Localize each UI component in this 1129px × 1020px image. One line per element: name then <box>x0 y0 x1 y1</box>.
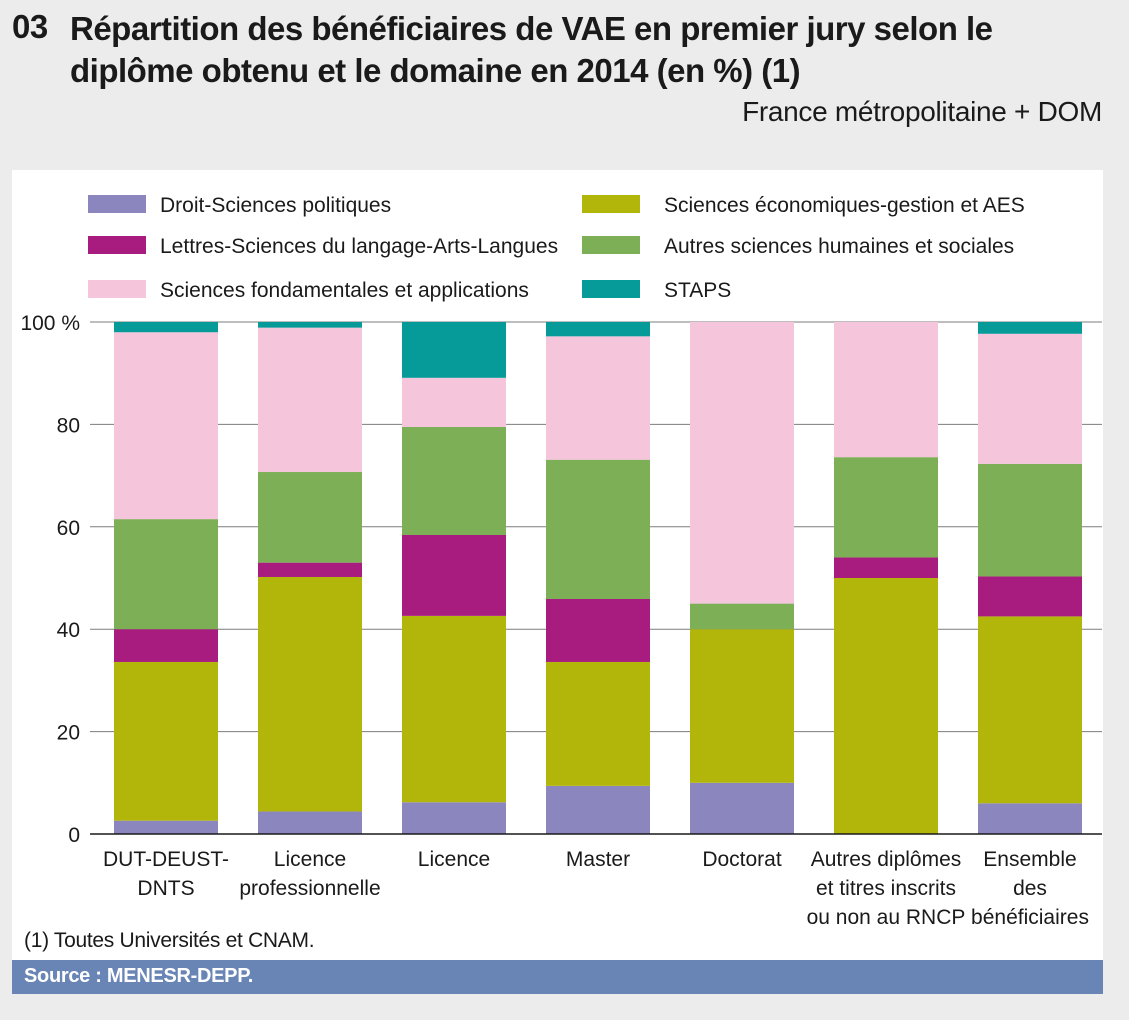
bar-segment <box>114 519 218 630</box>
legend: Droit-Sciences politiques Sciences économ… <box>88 194 1025 302</box>
bar-segment <box>546 598 650 662</box>
x-tick-label: et titres inscrits <box>816 877 956 900</box>
bar-segment <box>114 332 218 520</box>
bar-segment <box>114 322 218 333</box>
bar-segment <box>690 629 794 783</box>
figure-number: 03 <box>12 8 48 45</box>
x-tick-label: des <box>1013 877 1047 900</box>
bar-segment <box>258 562 362 577</box>
chart-title: Répartition des bénéficiaires de VAE en … <box>70 10 993 89</box>
bar-segment <box>834 457 938 558</box>
bar-segment <box>546 336 650 460</box>
y-tick-label: 80 <box>57 414 80 437</box>
legend-label: Autres sciences humaines et sociales <box>664 235 1014 258</box>
legend-swatch <box>582 195 640 213</box>
x-tick-label: Master <box>566 848 630 871</box>
bar-segment <box>402 426 506 535</box>
axis-layer: 0 20 40 60 80 100 % DUT-DEUST- DNTS Licence profe… <box>20 312 1102 929</box>
bar-segment <box>978 616 1082 804</box>
legend-label: Sciences économiques-gestion et AES <box>664 194 1025 217</box>
x-tick-label: ou non au RNCP <box>807 906 966 929</box>
legend-swatch <box>88 280 146 298</box>
bar-segment <box>258 322 362 328</box>
x-tick-label: bénéficiaires <box>971 906 1089 929</box>
x-tick-label: Doctorat <box>702 848 782 871</box>
y-tick-label: 20 <box>57 722 80 745</box>
chart-subtitle: France métropolitaine + DOM <box>742 96 1102 127</box>
bar-segment <box>978 463 1082 577</box>
footnote: (1) Toutes Universités et CNAM. <box>24 929 315 952</box>
bar-segment <box>690 603 794 630</box>
x-tick-label: Licence <box>274 848 346 871</box>
bar-segment <box>834 557 938 578</box>
bar-segment <box>402 377 506 427</box>
bar-segment <box>690 322 794 604</box>
bar-segment <box>978 803 1082 834</box>
source-text: Source : MENESR-DEPP. <box>24 965 253 987</box>
legend-label: Droit-Sciences politiques <box>160 194 391 217</box>
x-tick-label: DNTS <box>137 877 194 900</box>
bar-segment <box>258 576 362 812</box>
y-tick-label: 60 <box>57 517 80 540</box>
bar-segment <box>402 534 506 616</box>
legend-label: Sciences fondamentales et applications <box>160 279 529 302</box>
bar-segment <box>546 661 650 786</box>
bar-segment <box>546 459 650 599</box>
legend-swatch <box>582 236 640 254</box>
bar-segment <box>402 615 506 803</box>
bar-segment <box>258 472 362 563</box>
legend-swatch <box>582 280 640 298</box>
bar-segment <box>258 811 362 834</box>
x-tick-label: Autres diplômes <box>811 848 962 871</box>
legend-swatch <box>88 195 146 213</box>
bar-segment <box>114 661 218 821</box>
bar-segment <box>546 785 650 834</box>
bar-segment <box>546 322 650 337</box>
bars-layer <box>114 322 1082 834</box>
bar-segment <box>114 820 218 834</box>
x-tick-label: Licence <box>418 848 490 871</box>
bar-segment <box>834 322 938 458</box>
bar-segment <box>978 322 1082 334</box>
source-bar: Source : MENESR-DEPP. <box>12 960 1103 994</box>
bar-segment <box>978 333 1082 464</box>
y-tick-label: 0 <box>68 824 80 847</box>
bar-segment <box>114 629 218 662</box>
legend-label: STAPS <box>664 279 731 302</box>
legend-label: Lettres-Sciences du langage-Arts-Langues <box>160 235 558 258</box>
bar-segment <box>402 322 506 378</box>
y-tick-label: 40 <box>57 619 80 642</box>
bar-segment <box>834 578 938 834</box>
bar-segment <box>258 327 362 473</box>
bar-segment <box>402 802 506 834</box>
legend-swatch <box>88 236 146 254</box>
x-tick-label: Ensemble <box>983 848 1076 871</box>
x-tick-label: DUT-DEUST- <box>103 848 229 871</box>
bar-segment <box>978 576 1082 617</box>
y-tick-label: 100 % <box>20 312 80 335</box>
bar-segment <box>690 782 794 834</box>
x-tick-label: professionnelle <box>239 877 380 900</box>
